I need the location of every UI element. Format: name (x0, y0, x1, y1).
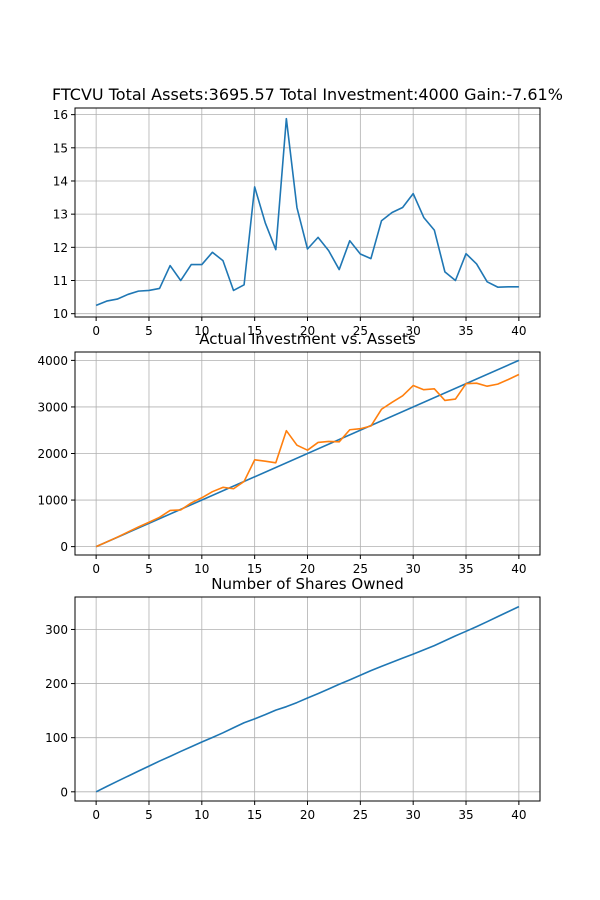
series-line-0 (95, 359, 520, 548)
series-line-0 (95, 605, 520, 793)
x-tick-label: 5 (145, 808, 153, 822)
y-tick-label: 10 (53, 307, 68, 321)
x-tick-label: 25 (353, 562, 368, 576)
y-tick-label: 1000 (37, 494, 68, 508)
subplot-assets: FTCVU Total Assets:3695.57 Total Investm… (52, 85, 563, 338)
x-tick-label: 35 (458, 562, 473, 576)
y-tick-label: 16 (53, 108, 68, 122)
subplot-shares: Number of Shares Owned 0 5 10 15 20 25 30 35 40 0… (45, 575, 541, 822)
y-tick-label: 15 (53, 141, 68, 155)
y-tick-label: 14 (53, 174, 68, 188)
x-tick-label: 0 (92, 808, 100, 822)
y-tick-label: 100 (45, 731, 68, 745)
x-tick-label: 35 (458, 324, 473, 338)
y-tick-label: 0 (60, 540, 68, 554)
x-tick-label: 0 (92, 562, 100, 576)
x-tick-label: 30 (406, 808, 421, 822)
y-tick-label: 12 (53, 241, 68, 255)
chart-title-assets: FTCVU Total Assets:3695.57 Total Investm… (52, 85, 563, 104)
y-tick-label: 200 (45, 677, 68, 691)
chart-title-shares: Number of Shares Owned (211, 575, 403, 593)
y-tick-label: 13 (53, 208, 68, 222)
x-tick-label: 40 (511, 324, 526, 338)
x-tick-label: 40 (511, 562, 526, 576)
x-tick-label: 20 (300, 324, 315, 338)
x-tick-label: 35 (458, 808, 473, 822)
y-tick-label: 11 (53, 274, 68, 288)
x-tick-label: 10 (194, 562, 209, 576)
x-tick-label: 10 (194, 324, 209, 338)
subplot-investment: Actual Investment vs. Assets 0 5 10 15 20 25 3… (37, 330, 541, 576)
x-tick-label: 0 (92, 324, 100, 338)
x-tick-label: 30 (406, 324, 421, 338)
x-tick-label: 5 (145, 324, 153, 338)
x-tick-label: 40 (511, 808, 526, 822)
x-tick-label: 15 (247, 324, 262, 338)
y-tick-label: 0 (60, 785, 68, 799)
x-tick-label: 20 (300, 808, 315, 822)
y-tick-label: 2000 (37, 447, 68, 461)
y-tick-label: 3000 (37, 400, 68, 414)
x-tick-label: 5 (145, 562, 153, 576)
y-tick-label: 300 (45, 623, 68, 637)
x-tick-label: 30 (406, 562, 421, 576)
x-tick-label: 20 (300, 562, 315, 576)
x-tick-label: 10 (194, 808, 209, 822)
chart-title-investment: Actual Investment vs. Assets (199, 330, 416, 348)
x-tick-label: 15 (247, 808, 262, 822)
y-tick-label: 4000 (37, 354, 68, 368)
series-line-1 (95, 373, 520, 548)
series-line-0 (95, 117, 519, 307)
x-tick-label: 15 (247, 562, 262, 576)
x-tick-label: 25 (353, 808, 368, 822)
x-tick-label: 25 (353, 324, 368, 338)
